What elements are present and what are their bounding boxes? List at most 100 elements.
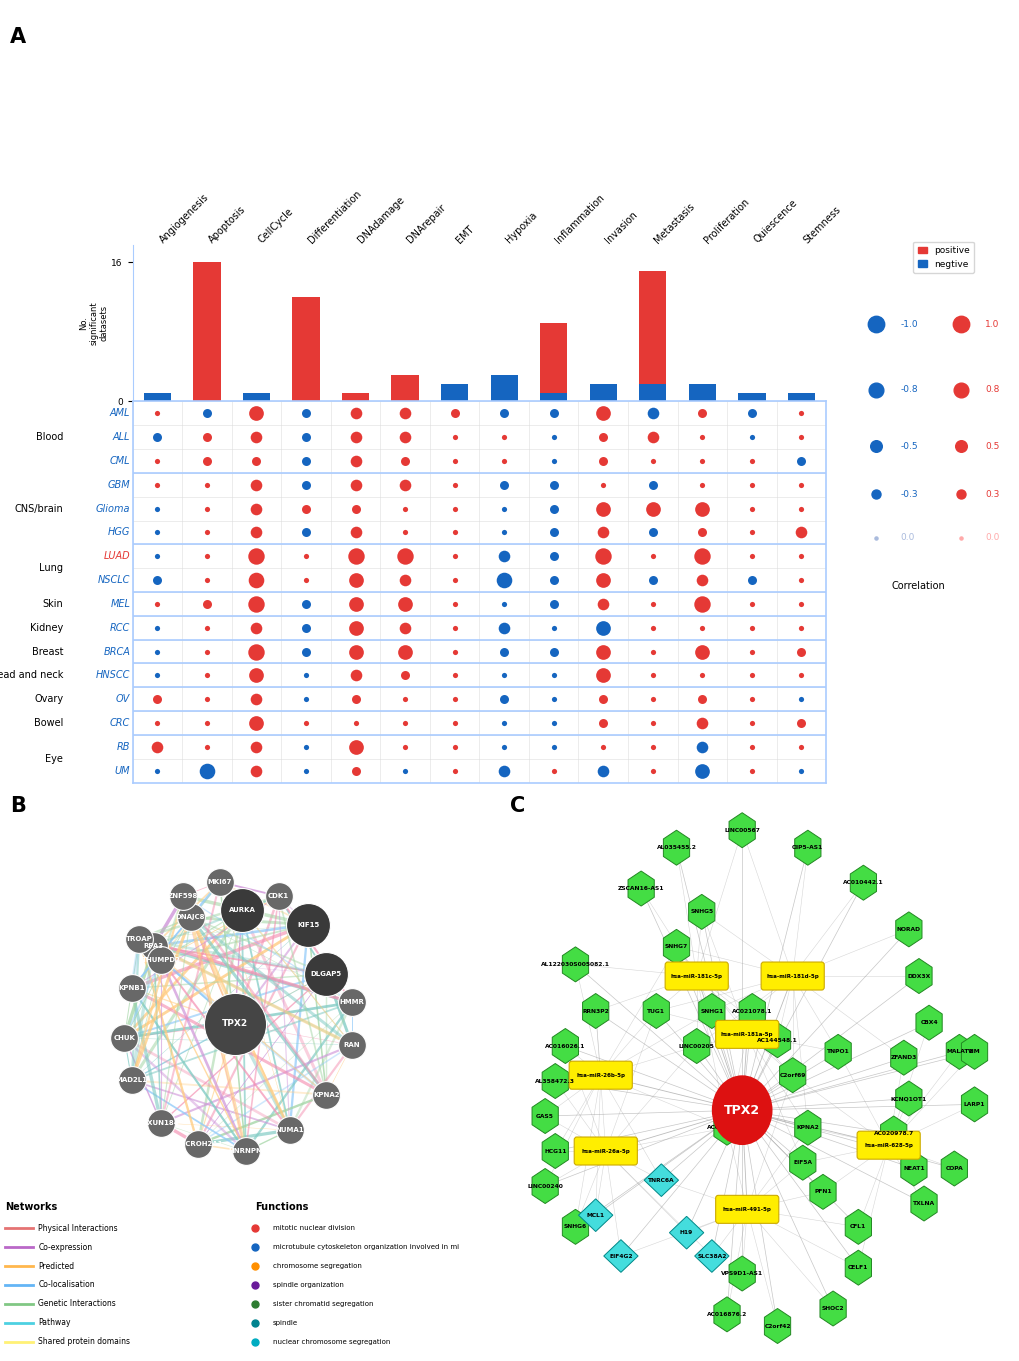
Polygon shape <box>910 1185 936 1221</box>
Point <box>793 759 809 781</box>
Point <box>396 521 413 543</box>
Point <box>446 498 463 520</box>
Text: hsa-miR-26a-5p: hsa-miR-26a-5p <box>581 1149 630 1154</box>
Point <box>743 498 759 520</box>
Text: TROAP: TROAP <box>125 935 153 942</box>
FancyBboxPatch shape <box>760 962 823 989</box>
Circle shape <box>712 1077 770 1145</box>
Point <box>644 664 660 686</box>
Point <box>594 617 610 638</box>
Point <box>545 617 561 638</box>
Text: Co-localisation: Co-localisation <box>39 1281 95 1289</box>
Polygon shape <box>809 1175 836 1210</box>
Point <box>545 689 561 710</box>
Point <box>743 426 759 448</box>
Point <box>396 712 413 734</box>
Point <box>694 403 710 425</box>
Polygon shape <box>763 1022 790 1057</box>
Polygon shape <box>729 1256 754 1292</box>
Point <box>743 593 759 615</box>
Polygon shape <box>794 830 820 866</box>
Bar <box>639 271 665 401</box>
Point <box>694 712 710 734</box>
Polygon shape <box>850 866 875 900</box>
Point <box>116 1028 132 1049</box>
Point <box>644 403 660 425</box>
Point <box>644 546 660 568</box>
Point <box>248 712 264 734</box>
Text: microtubule cytoskeleton organization involved in mi: microtubule cytoskeleton organization in… <box>273 1244 459 1251</box>
Point <box>248 426 264 448</box>
Text: 0.3: 0.3 <box>984 490 999 499</box>
Polygon shape <box>890 1040 916 1075</box>
Bar <box>540 393 567 401</box>
Point <box>247 1236 263 1258</box>
Point <box>793 712 809 734</box>
Polygon shape <box>961 1034 986 1070</box>
FancyBboxPatch shape <box>715 1021 779 1048</box>
Point <box>952 527 968 548</box>
Point <box>347 736 364 758</box>
Point <box>743 617 759 638</box>
Point <box>298 664 314 686</box>
Point <box>396 689 413 710</box>
Bar <box>738 393 765 401</box>
Text: Ovary: Ovary <box>34 694 63 704</box>
Point <box>495 641 512 663</box>
Point <box>446 569 463 591</box>
Point <box>495 664 512 686</box>
Text: hsa-miR-181d-5p: hsa-miR-181d-5p <box>765 973 818 979</box>
Polygon shape <box>561 947 588 981</box>
Point <box>644 759 660 781</box>
Point <box>396 736 413 758</box>
Point <box>149 593 165 615</box>
Point <box>199 498 215 520</box>
Text: Head and neck: Head and neck <box>0 671 63 680</box>
Polygon shape <box>915 1006 942 1040</box>
Text: SNHG6: SNHG6 <box>564 1225 587 1229</box>
Point <box>694 498 710 520</box>
Point <box>199 641 215 663</box>
Text: Stemness: Stemness <box>801 204 842 245</box>
Point <box>247 1218 263 1240</box>
Bar <box>589 384 616 401</box>
Text: DDX3X: DDX3X <box>907 973 929 979</box>
Bar <box>243 393 270 401</box>
Bar <box>787 393 814 401</box>
Text: Physical Interactions: Physical Interactions <box>39 1224 118 1233</box>
Text: AC144548.1: AC144548.1 <box>756 1037 797 1043</box>
Point <box>446 521 463 543</box>
Point <box>248 450 264 472</box>
Polygon shape <box>794 1111 820 1145</box>
Text: DLGAP5: DLGAP5 <box>311 972 341 977</box>
Text: Proliferation: Proliferation <box>702 196 750 245</box>
Text: EMT: EMT <box>454 223 476 245</box>
Point <box>233 900 250 921</box>
Point <box>446 712 463 734</box>
Polygon shape <box>789 1145 815 1180</box>
Point <box>867 436 883 457</box>
Point <box>867 483 883 505</box>
Polygon shape <box>551 1029 578 1063</box>
Text: 0.5: 0.5 <box>984 442 999 450</box>
Point <box>495 593 512 615</box>
Point <box>495 403 512 425</box>
Point <box>495 450 512 472</box>
Point <box>347 641 364 663</box>
Point <box>495 474 512 495</box>
Point <box>149 736 165 758</box>
Point <box>694 641 710 663</box>
Text: NSCLC: NSCLC <box>98 576 130 585</box>
Point <box>248 759 264 781</box>
Point <box>952 436 968 457</box>
Point <box>495 759 512 781</box>
Text: UM: UM <box>114 766 130 776</box>
Point <box>694 664 710 686</box>
Text: TPX2: TPX2 <box>221 1019 248 1029</box>
Point <box>644 474 660 495</box>
Bar <box>440 384 468 401</box>
Point <box>644 689 660 710</box>
Point <box>149 474 165 495</box>
Point <box>146 935 162 957</box>
Point <box>446 689 463 710</box>
